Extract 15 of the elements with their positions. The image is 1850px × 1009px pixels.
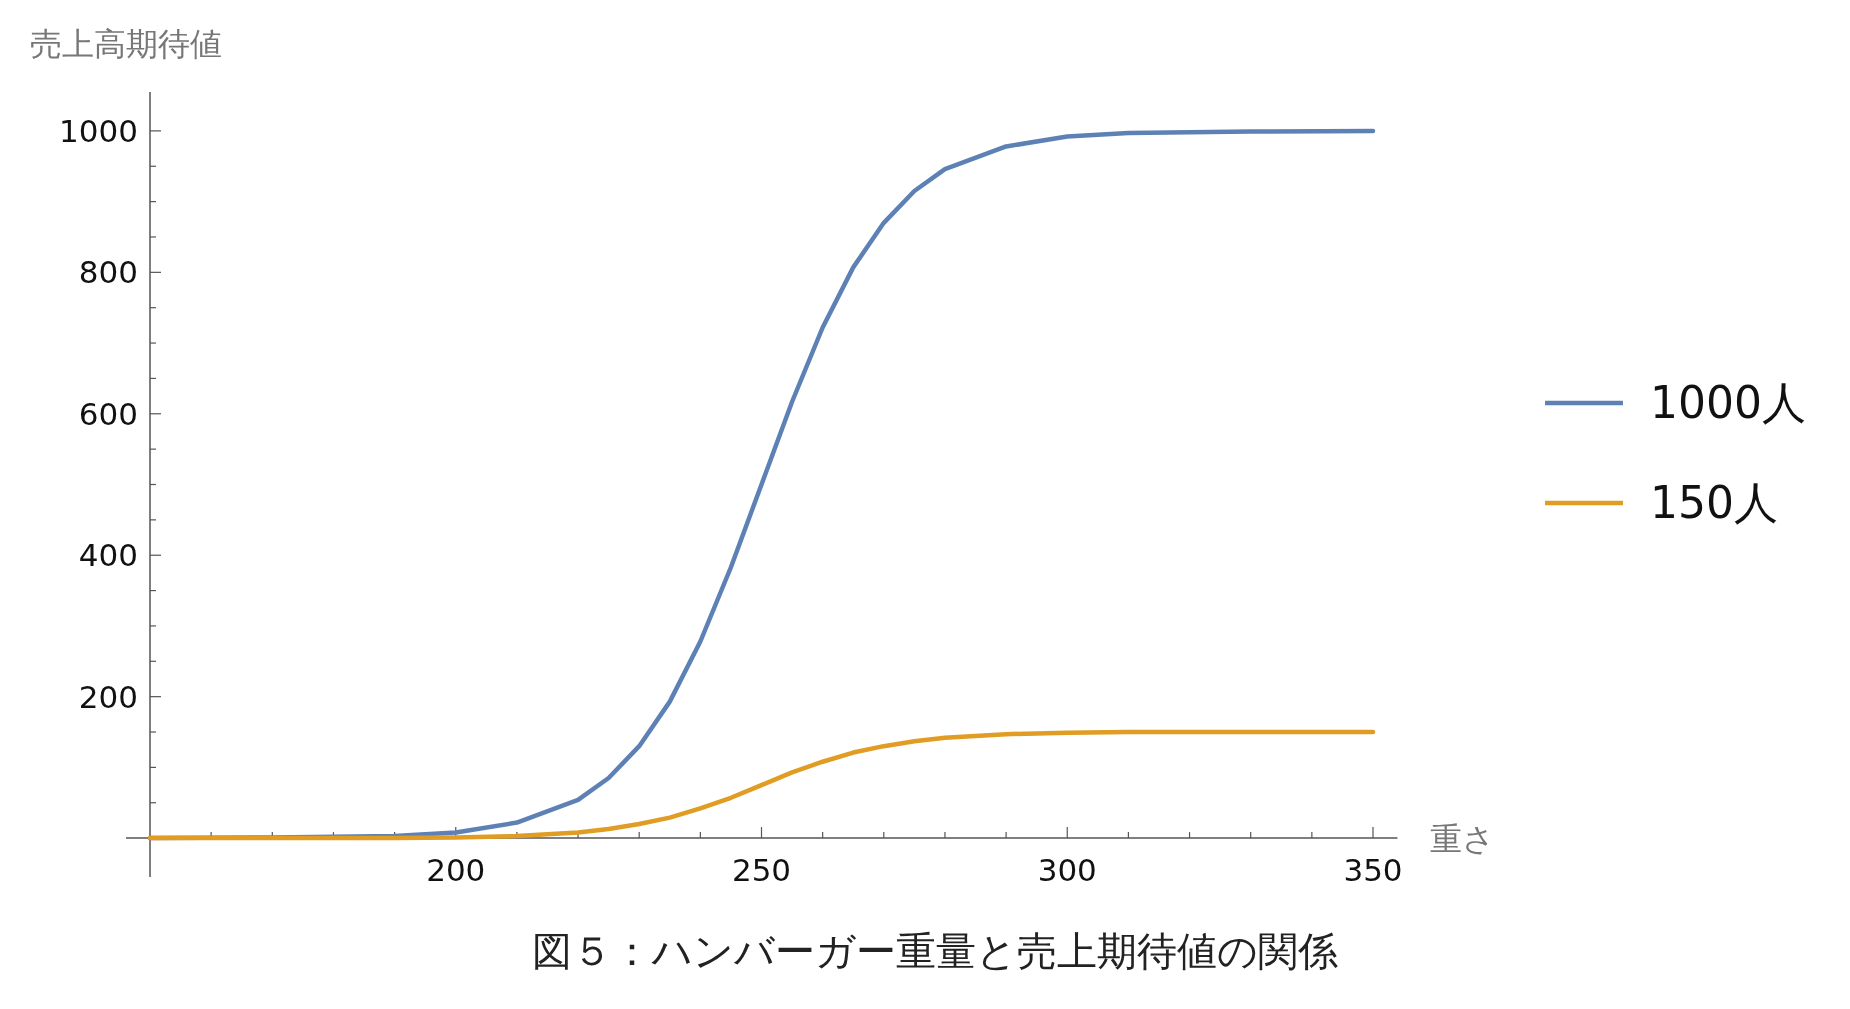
x-tick-label: 300 <box>1037 852 1097 889</box>
y-axis-title: 売上高期待値 <box>30 25 222 63</box>
x-axis-title: 重さ <box>1430 820 1496 859</box>
x-tick-label: 200 <box>426 852 486 889</box>
legend-label: 150人 <box>1650 477 1778 528</box>
y-tick-label: 200 <box>78 678 138 715</box>
legend-label: 1000人 <box>1650 377 1806 428</box>
x-tick-label: 350 <box>1343 852 1403 889</box>
line-series <box>147 729 1376 841</box>
x-tick-label: 250 <box>731 852 792 889</box>
y-tick-label: 400 <box>78 537 138 574</box>
y-tick-label: 600 <box>78 395 138 432</box>
y-tick-label: 800 <box>78 254 138 291</box>
y-tick-label: 1000 <box>59 112 138 149</box>
caption: 図５：ハンバーガー重量と売上期待値の関係 <box>532 928 1338 974</box>
